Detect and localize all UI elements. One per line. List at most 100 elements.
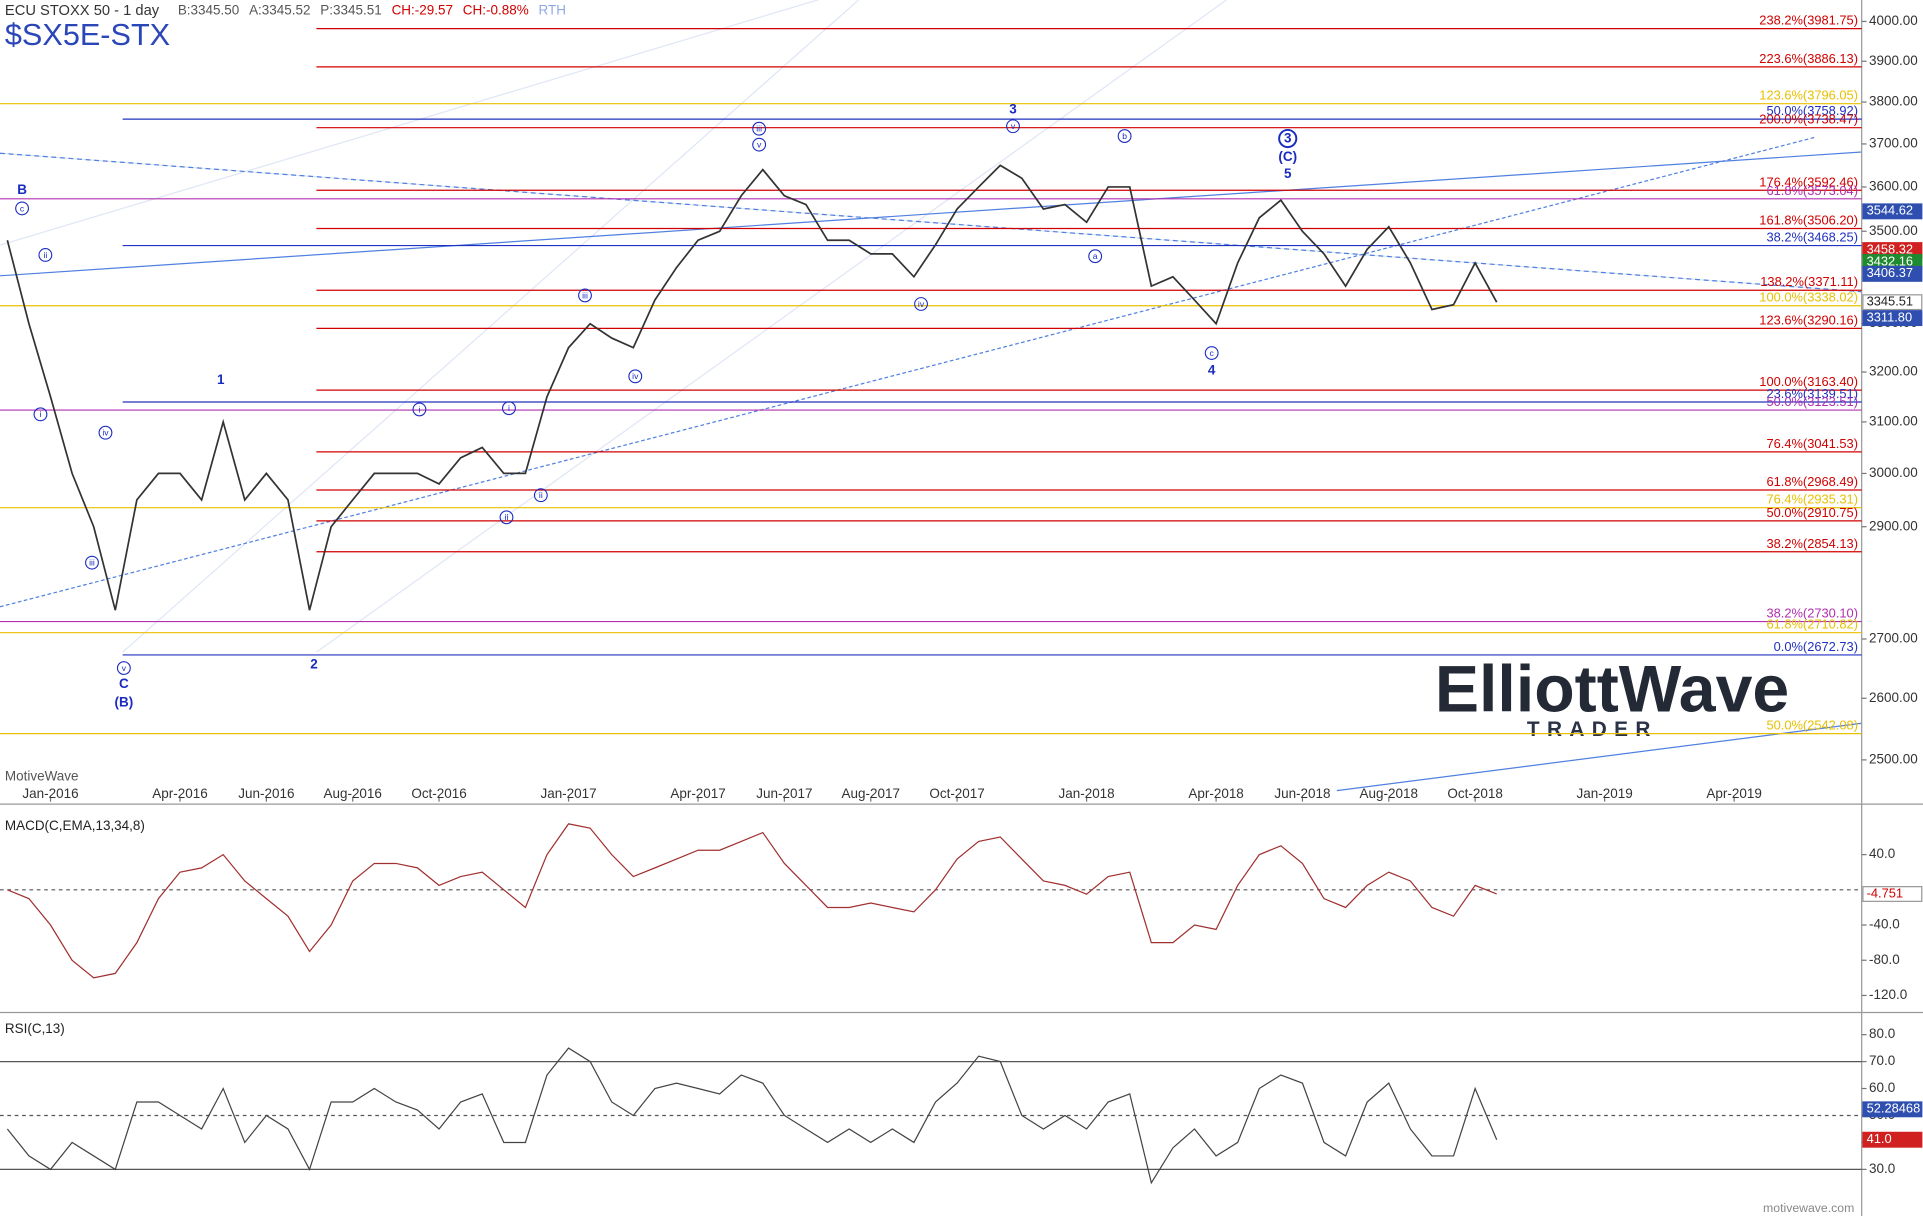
price-marker-label: -4.751 [1867, 885, 1903, 900]
wave-ring [1278, 128, 1298, 149]
fib-label: 61.8%(2710.82) [1766, 617, 1858, 632]
y-tick-label: 40.0 [1869, 846, 1895, 861]
panel-title: RSI(C,13) [5, 1021, 65, 1036]
price-marker [1862, 310, 1923, 327]
wave-label: 1 [217, 372, 225, 387]
y-tick-label: -120.0 [1869, 987, 1907, 1002]
price-marker [1862, 886, 1923, 902]
series-line [6, 1047, 1498, 1185]
header-stat: RTH [538, 3, 565, 18]
wave-ring [1006, 119, 1020, 134]
y-tick-label: 3800.00 [1869, 94, 1918, 109]
x-tick-label: Jan-2019 [1577, 786, 1633, 801]
header-stat: B:3345.50 [178, 3, 239, 18]
fib-label: 76.4%(2935.31) [1766, 492, 1858, 507]
y-tick-label: 3200.00 [1869, 364, 1918, 379]
x-tick-label: Oct-2017 [929, 786, 984, 801]
wave-ring [752, 121, 767, 136]
price-marker-label: 3458.32 [1867, 241, 1913, 256]
wave-label: iv [102, 428, 109, 438]
fib-label: 176.4%(3592.46) [1759, 174, 1858, 189]
price-marker [1862, 294, 1923, 311]
y-tick-label: 2500.00 [1869, 751, 1918, 766]
trend-line [0, 0, 820, 246]
y-tick-label: 30.0 [1869, 1161, 1895, 1176]
x-tick-label: Apr-2017 [670, 786, 725, 801]
wave-label: v [1011, 121, 1016, 131]
wave-label: (B) [115, 695, 134, 710]
y-tick-label: 3700.00 [1869, 136, 1918, 151]
x-tick-label: Aug-2018 [1360, 786, 1418, 801]
wave-label: 3 [1284, 131, 1292, 146]
price-marker [1862, 203, 1923, 220]
wave-ring [628, 369, 643, 384]
wave-label: ii [505, 512, 509, 522]
wave-ring [33, 407, 48, 422]
x-tick-label: Apr-2016 [152, 786, 207, 801]
wave-label: i [418, 404, 420, 414]
wave-ring [499, 510, 514, 525]
wave-label: B [17, 182, 27, 197]
fib-label: 138.2%(3371.11) [1760, 274, 1858, 289]
x-tick-label: Apr-2019 [1706, 786, 1761, 801]
x-tick-label: Aug-2017 [842, 786, 900, 801]
fib-label: 50.0%(3123.51) [1766, 394, 1858, 409]
trend-line [0, 151, 1862, 277]
fib-label: 200.0%(3738.47) [1759, 112, 1858, 127]
wave-ring [15, 201, 30, 216]
x-tick-label: Oct-2016 [411, 786, 466, 801]
price-marker-label: 3406.37 [1867, 265, 1913, 280]
x-tick-label: Jun-2018 [1274, 786, 1330, 801]
y-tick-label: 4000.00 [1869, 13, 1918, 28]
price-marker-label: 3311.80 [1867, 309, 1913, 324]
fib-label: 61.8%(2968.49) [1766, 474, 1858, 489]
wave-label: C [119, 676, 129, 691]
fib-label: 38.2%(2730.10) [1766, 606, 1858, 621]
x-tick-label: Apr-2018 [1188, 786, 1243, 801]
wave-label: iv [632, 371, 639, 381]
wave-ring [914, 297, 928, 311]
price-marker [1862, 1131, 1923, 1148]
wave-label: iii [89, 558, 95, 568]
wave-label: iii [756, 124, 762, 134]
fib-label: 38.2%(3468.25) [1766, 230, 1858, 245]
price-marker [1862, 265, 1923, 282]
fib-label: 38.2%(2854.13) [1766, 536, 1858, 551]
y-tick-label: 3600.00 [1869, 179, 1918, 194]
trend-line [1336, 722, 1862, 792]
header-stat: A:3345.52 [249, 3, 310, 18]
y-tick-label: 3000.00 [1869, 465, 1918, 480]
wave-ring [1088, 249, 1103, 264]
price-marker-label: 52.28468 [1867, 1101, 1921, 1116]
chart-title: ECU STOXX 50 - 1 day [5, 3, 160, 19]
price-marker [1862, 1101, 1923, 1118]
y-tick-label: 60.0 [1869, 1080, 1895, 1095]
wave-ring [1204, 346, 1219, 360]
panel-title: MACD(C,EMA,13,34,8) [5, 818, 145, 833]
x-tick-label: Jan-2017 [540, 786, 596, 801]
wave-label: c [1210, 348, 1215, 358]
wave-ring [85, 555, 99, 570]
wave-ring [533, 488, 548, 503]
fib-label: 123.6%(3290.16) [1759, 312, 1858, 327]
x-tick-label: Jan-2018 [1059, 786, 1115, 801]
logo-name: ElliottWave [1435, 652, 1789, 726]
logo-tagline: TRADER [1527, 718, 1658, 741]
header-stat: CH:-0.88% [463, 3, 529, 18]
wave-ring [578, 288, 592, 303]
price-marker-label: 41.0 [1867, 1131, 1892, 1146]
price-marker-label: 3544.62 [1867, 203, 1913, 218]
fib-label: 0.0%(2672.73) [1774, 639, 1858, 654]
wave-label: a [1093, 251, 1098, 261]
wave-label: v [122, 663, 127, 673]
wave-ring [412, 402, 427, 417]
wave-label: iii [582, 290, 588, 300]
y-tick-label: 3100.00 [1869, 413, 1918, 428]
price-marker-label: 3432.16 [1867, 253, 1913, 268]
x-tick-label: Jan-2016 [22, 786, 78, 801]
y-tick-label: 2700.00 [1869, 631, 1918, 646]
footer: motivewave.com [1763, 1201, 1854, 1215]
y-tick-label: 2600.00 [1869, 690, 1918, 705]
fib-label: 100.0%(3338.02) [1759, 290, 1858, 305]
